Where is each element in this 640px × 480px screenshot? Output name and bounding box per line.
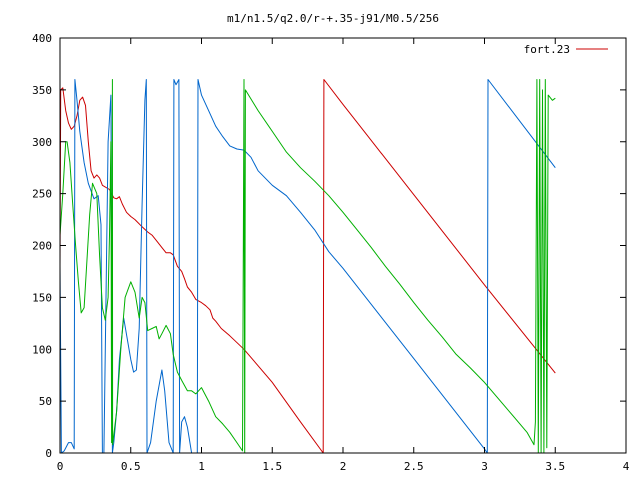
axis-layer: 0 0.5 1 1.5 2 2.5 3 3.5 4 0 50 100 150 200 250 300 350 40…	[32, 32, 630, 473]
x-tick-label: 3.5	[545, 460, 565, 473]
x-tick-label: 4	[623, 460, 630, 473]
y-tick-label: 150	[32, 291, 52, 304]
x-tick-label: 0.5	[121, 460, 141, 473]
y-tick-label: 350	[32, 84, 52, 97]
x-tick-label: 2	[340, 460, 347, 473]
chart-title: m1/n1.5/q2.0/r-+.35-j91/M0.5/256	[227, 12, 439, 25]
legend: fort.23	[524, 43, 608, 56]
legend-label: fort.23	[524, 43, 570, 56]
y-tick-label: 400	[32, 32, 52, 45]
y-tick-label: 0	[45, 447, 52, 460]
y-tick-label: 50	[39, 395, 52, 408]
series-line-1	[59, 79, 556, 454]
y-tick-label: 100	[32, 343, 52, 356]
x-tick-label: 1.5	[262, 460, 282, 473]
x-tick-label: 2.5	[404, 460, 424, 473]
x-tick-label: 0	[57, 460, 64, 473]
y-tick-label: 200	[32, 240, 52, 253]
y-tick-label: 300	[32, 136, 52, 149]
series-line-0	[59, 79, 556, 454]
series-line-2	[59, 79, 556, 454]
x-tick-label: 1	[198, 460, 205, 473]
series-layer	[59, 79, 556, 454]
y-tick-label: 250	[32, 188, 52, 201]
x-tick-label: 3	[481, 460, 488, 473]
